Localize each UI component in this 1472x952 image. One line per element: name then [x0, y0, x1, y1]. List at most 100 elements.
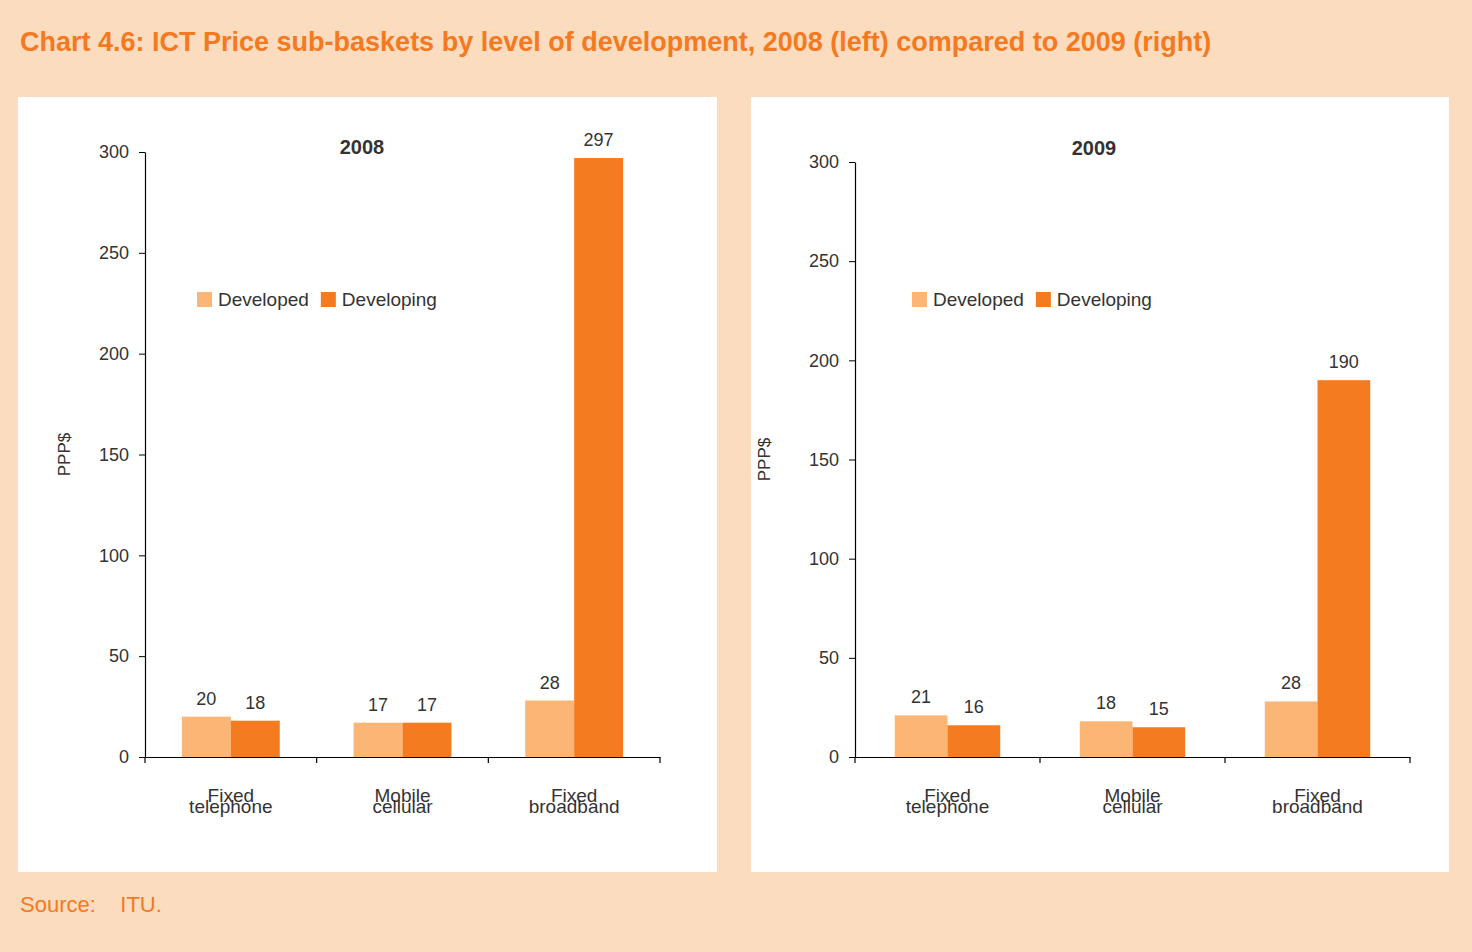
y-tick-label: 300	[809, 152, 839, 172]
x-tick: Fixedtelephone	[189, 757, 272, 817]
panel-background	[751, 97, 1449, 872]
y-tick: 200	[809, 351, 855, 371]
y-tick-mark	[139, 152, 145, 153]
y-tick: 300	[99, 142, 145, 162]
y-tick-label: 100	[809, 549, 839, 569]
data-label: 15	[1149, 699, 1169, 719]
bar	[1318, 380, 1371, 757]
legend: DevelopedDeveloping	[912, 289, 1152, 310]
y-axis-title: PPP$	[55, 432, 74, 476]
x-axis-line	[146, 757, 661, 758]
category-separator	[488, 757, 489, 763]
y-tick-label: 0	[829, 747, 839, 767]
chart-title: 2008	[340, 136, 385, 158]
x-axis: Fixedtelephone Mobilecellular Fixedbroadba…	[856, 757, 1411, 817]
data-label: 28	[540, 673, 560, 693]
category-separator	[854, 757, 855, 763]
y-tick-label: 250	[99, 243, 129, 263]
y-axis: 0 50 100 150 200 250 300	[809, 152, 856, 767]
y-tick-label: 200	[809, 351, 839, 371]
y-tick-mark	[139, 354, 145, 355]
data-labels: 2017281817297	[196, 130, 613, 715]
y-tick-label: 150	[99, 445, 129, 465]
legend-label: Developing	[342, 289, 437, 310]
panel-background	[18, 97, 717, 872]
page-title: Chart 4.6: ICT Price sub-baskets by leve…	[20, 27, 1211, 57]
y-tick-label: 0	[119, 747, 129, 767]
legend-swatch	[197, 292, 212, 307]
category-separator	[659, 757, 660, 763]
y-tick: 300	[809, 152, 855, 172]
x-tick-label: Mobilecellular	[1102, 785, 1163, 817]
data-label: 20	[196, 689, 216, 709]
category-separators	[145, 757, 660, 763]
bar	[182, 717, 231, 757]
y-tick: 50	[109, 646, 145, 666]
y-tick-mark	[849, 360, 855, 361]
x-axis-line	[856, 757, 1411, 758]
data-label: 18	[1096, 693, 1116, 713]
panel: 21 18 28 16 15 190 0 50 100 150 200 250 300 Fixedtele…	[751, 97, 1449, 872]
legend-swatch	[321, 292, 336, 307]
bar	[403, 723, 452, 757]
y-axis: 0 50 100 150 200 250 300	[99, 142, 146, 767]
y-tick-mark	[139, 555, 145, 556]
y-tick: 250	[809, 251, 855, 271]
bar	[354, 723, 403, 757]
y-tick: 100	[99, 546, 145, 566]
y-tick-mark	[139, 757, 145, 758]
background	[0, 0, 1472, 952]
data-label: 17	[368, 695, 388, 715]
y-tick-mark	[849, 460, 855, 461]
y-tick-label: 100	[99, 546, 129, 566]
y-tick: 0	[119, 747, 145, 767]
y-tick-mark	[139, 656, 145, 657]
bar	[1265, 701, 1318, 757]
data-label: 16	[964, 697, 984, 717]
category-separator	[1224, 757, 1225, 763]
data-label: 28	[1281, 673, 1301, 693]
y-tick: 150	[99, 445, 145, 465]
legend-label: Developed	[933, 289, 1024, 310]
x-axis: Fixedtelephone Mobilecellular Fixedbroadba…	[146, 757, 661, 817]
y-tick: 250	[99, 243, 145, 263]
legend-label: Developed	[218, 289, 309, 310]
data-labels: 21 18 28 16 15 190	[911, 352, 1359, 719]
y-tick-mark	[139, 253, 145, 254]
plot-area: 21 18 28 16 15 190 0 50 100 150 200 250 300 Fixedtele…	[809, 152, 1411, 817]
x-tick: Fixedbroadband	[529, 757, 620, 817]
y-tick-mark	[849, 658, 855, 659]
bars	[182, 158, 623, 757]
y-tick: 100	[809, 549, 855, 569]
data-label: 21	[911, 687, 931, 707]
panel: 2017281817297050100150200250300Fixedtele…	[18, 97, 717, 872]
x-tick: Fixedtelephone	[906, 757, 989, 817]
data-label: 18	[245, 693, 265, 713]
y-axis-line	[855, 163, 856, 758]
data-label: 190	[1329, 352, 1359, 372]
y-axis-line	[145, 153, 146, 758]
y-tick-label: 300	[99, 142, 129, 162]
y-tick-mark	[849, 162, 855, 163]
y-tick-label: 150	[809, 450, 839, 470]
category-separator	[144, 757, 145, 763]
category-separator	[1039, 757, 1040, 763]
plot-area: 2017281817297050100150200250300Fixedtele…	[99, 130, 661, 817]
y-tick-label: 250	[809, 251, 839, 271]
y-tick: 50	[819, 648, 855, 668]
bars	[895, 380, 1370, 757]
bar	[948, 725, 1001, 757]
y-tick: 200	[99, 344, 145, 364]
bar	[1133, 727, 1186, 757]
category-separators	[855, 757, 1410, 763]
y-tick-label: 50	[109, 646, 129, 666]
x-tick: Fixedbroadband	[1272, 757, 1363, 817]
bar	[574, 158, 623, 757]
x-tick: Mobilecellular	[372, 757, 433, 817]
x-tick-label: Fixedtelephone	[906, 785, 989, 817]
legend-swatch	[912, 292, 927, 307]
bar	[231, 721, 280, 757]
category-separator	[316, 757, 317, 763]
y-axis-title: PPP$	[755, 437, 774, 481]
y-tick-mark	[849, 757, 855, 758]
